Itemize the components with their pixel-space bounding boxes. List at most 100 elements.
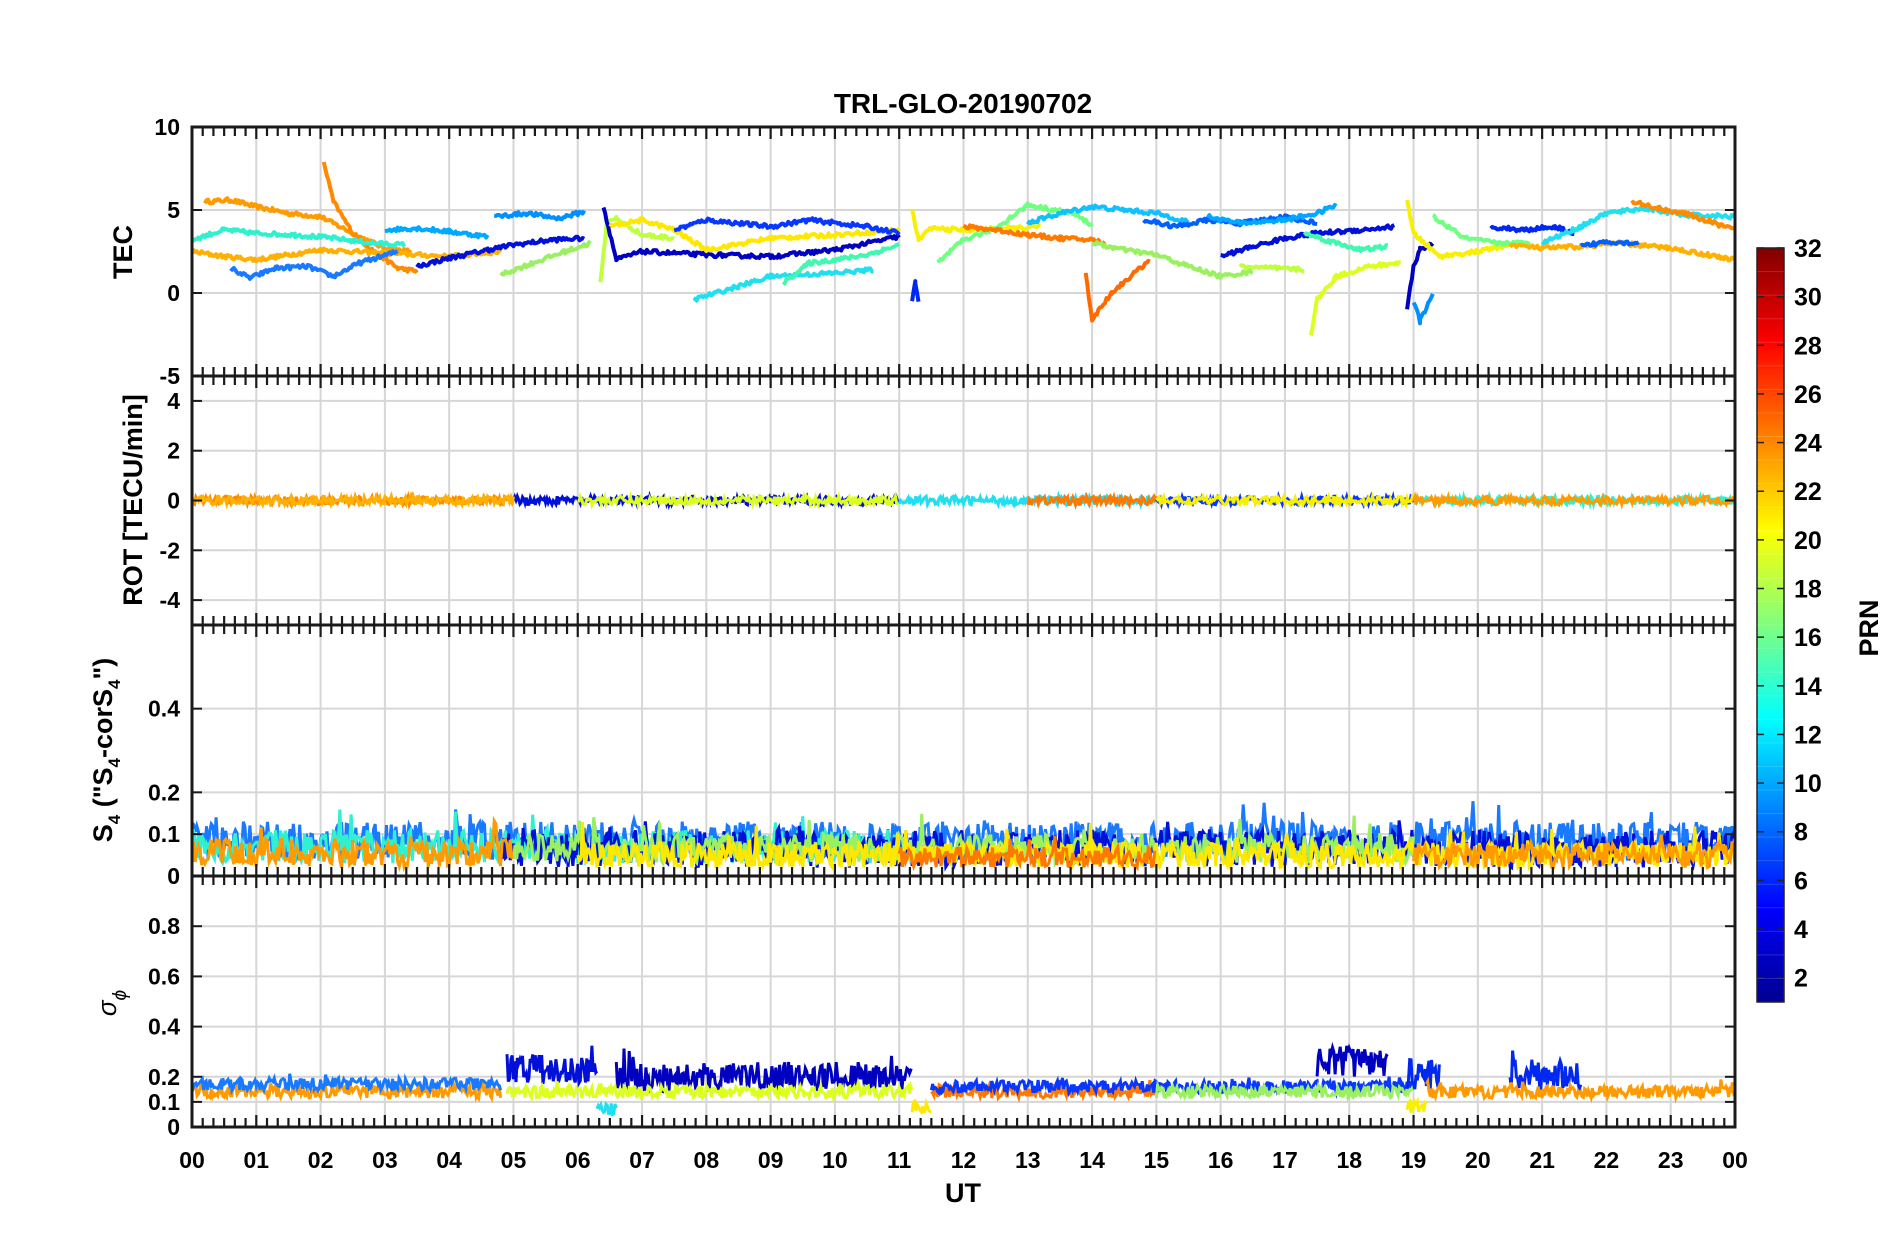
data-series <box>192 161 1735 1117</box>
s4-y-tick-label: 0.2 <box>148 779 180 805</box>
tec-series-prn-19 <box>1405 199 1512 261</box>
s4-y-tick-label: 0 <box>167 863 180 889</box>
tec-series-prn-11 <box>1026 203 1190 226</box>
tec-series-prn-9 <box>493 209 586 222</box>
sigma-phi-series-group <box>192 1041 1735 1117</box>
sp-y-tick-label: 0.8 <box>148 913 180 939</box>
colorbar-tick-label: 32 <box>1794 235 1822 263</box>
tec-y-tick-label: 10 <box>154 114 180 140</box>
rot-y-tick-label: 0 <box>167 488 180 514</box>
tec-series-prn-14 <box>1302 231 1389 253</box>
colorbar-tick-label: 12 <box>1794 721 1822 749</box>
x-tick-label: 21 <box>1529 1147 1555 1173</box>
sigma-phi-series-prn-18 <box>505 1077 914 1104</box>
x-tick-label: 14 <box>1079 1147 1105 1173</box>
sigma-phi-series-prn-20 <box>910 1097 932 1116</box>
rot-y-tick-label: -4 <box>160 587 181 613</box>
sp-y-tick-label: 0.2 <box>148 1064 180 1090</box>
sigma-phi-series-prn-4 <box>1405 1057 1441 1090</box>
tec-series-prn-12 <box>1540 205 1735 246</box>
colorbar-tick-label: 4 <box>1794 916 1808 944</box>
x-tick-label: 10 <box>822 1147 848 1173</box>
tec-series-prn-2 <box>601 206 901 263</box>
tec-y-tick-label: 5 <box>167 197 180 223</box>
x-tick-label: 05 <box>501 1147 527 1173</box>
s4-series <box>1412 834 1735 872</box>
sigma-phi-series-prn-12 <box>595 1100 618 1117</box>
tec-series-prn-17 <box>598 215 675 283</box>
tec-series-prn-6 <box>1579 239 1640 248</box>
colorbar-tick-label: 28 <box>1794 332 1822 360</box>
sigma-phi-series-prn-22 <box>1425 1076 1735 1104</box>
rot-series <box>1155 491 1415 510</box>
tec-series-prn-4 <box>1489 224 1575 237</box>
s4-series <box>192 815 514 873</box>
rot-series-group <box>192 490 1735 511</box>
rot-y-tick-label: -2 <box>160 537 180 563</box>
sp-y-tick-label: 0.4 <box>148 1014 180 1040</box>
x-tick-label: 22 <box>1594 1147 1620 1173</box>
colorbar-tick-label: 24 <box>1794 430 1822 458</box>
sigma-phi-series-prn-2 <box>614 1048 913 1095</box>
tec-y-tick-label: -5 <box>160 363 181 389</box>
x-tick-label: 20 <box>1465 1147 1491 1173</box>
colorbar-tick-label: 20 <box>1794 527 1822 555</box>
sp-y-tick-label: 0 <box>167 1114 180 1140</box>
x-tick-label: 07 <box>629 1147 655 1173</box>
tec-ylabel: TEC <box>108 225 138 279</box>
rot-ylabel: ROT [TECU/min] <box>118 394 148 605</box>
s4-series-group <box>192 801 1735 873</box>
sigma-phi-series-prn-3 <box>505 1045 599 1088</box>
x-tick-label: 15 <box>1144 1147 1170 1173</box>
rot-series <box>1026 491 1158 510</box>
x-axis-label: UT <box>945 1178 981 1208</box>
x-tick-label: 08 <box>694 1147 720 1173</box>
tec-series-prn-16 <box>1091 240 1254 280</box>
colorbar-tick-label: 22 <box>1794 478 1822 506</box>
tec-series-prn-20 <box>608 216 901 254</box>
s4-y-tick-label: 0.1 <box>148 821 180 847</box>
s4-y-tick-label: 0.4 <box>148 696 180 722</box>
tec-series-prn-4 <box>910 279 921 303</box>
x-tick-label: 06 <box>565 1147 591 1173</box>
x-tick-label: 23 <box>1658 1147 1684 1173</box>
tec-series-prn-18 <box>1308 260 1402 336</box>
x-tick-label: 11 <box>887 1147 912 1173</box>
tec-series-prn-3 <box>415 234 586 269</box>
tec-series-prn-10 <box>1206 203 1338 227</box>
x-tick-label: 02 <box>308 1147 334 1173</box>
tec-series-prn-8 <box>229 249 399 281</box>
tec-y-tick-label: 0 <box>167 280 180 306</box>
rot-y-tick-label: 4 <box>167 388 180 414</box>
x-tick-label: 04 <box>436 1147 462 1173</box>
tec-series-prn-23 <box>321 161 419 274</box>
sigma-phi-series-prn-19 <box>1405 1096 1428 1113</box>
rot-y-tick-label: 2 <box>167 438 180 464</box>
x-tick-label: 16 <box>1208 1147 1234 1173</box>
axis-ticks: -50510-4-202400.10.20.400.10.20.40.60.80… <box>148 114 1748 1173</box>
colorbar-tick-label: 14 <box>1794 673 1822 701</box>
colorbar-tick-label: 18 <box>1794 576 1822 604</box>
colorbar-tick-label: 2 <box>1794 965 1808 993</box>
colorbar-tick-label: 16 <box>1794 624 1822 652</box>
sigma-phi-series-prn-24 <box>930 1079 1158 1103</box>
x-tick-label: 03 <box>372 1147 398 1173</box>
tec-series-prn-14 <box>781 242 901 286</box>
x-tick-label: 17 <box>1272 1147 1298 1173</box>
x-tick-label: 13 <box>1015 1147 1041 1173</box>
colorbar-tick-label: 10 <box>1794 770 1822 798</box>
tec-series-prn-10 <box>384 225 490 240</box>
tec-series-prn-12 <box>692 266 874 303</box>
tec-series-prn-5 <box>673 216 901 236</box>
colorbar <box>1756 247 1785 1003</box>
x-tick-label: 00 <box>1722 1147 1748 1173</box>
tec-series-prn-16 <box>499 240 592 277</box>
x-tick-label: 18 <box>1336 1147 1362 1173</box>
rot-series <box>577 490 900 511</box>
x-tick-label: 09 <box>758 1147 784 1173</box>
rot-series <box>192 490 515 510</box>
tec-series-prn-13 <box>192 226 407 249</box>
colorbar-label: PRN <box>1854 599 1884 656</box>
chart-title: TRL-GLO-20190702 <box>834 88 1092 119</box>
